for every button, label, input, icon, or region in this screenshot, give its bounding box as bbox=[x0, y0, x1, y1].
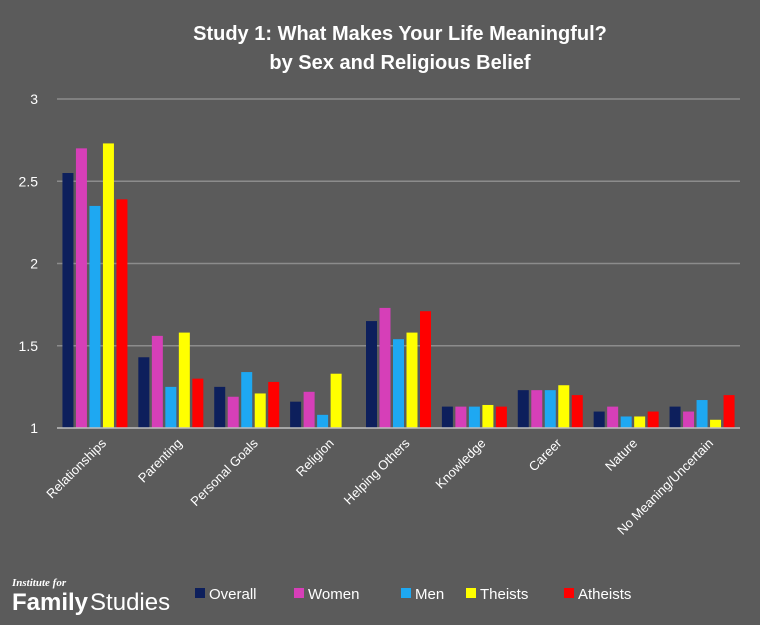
bar-theists bbox=[482, 404, 494, 428]
bar-men bbox=[393, 339, 404, 428]
bar-overall bbox=[290, 401, 302, 428]
bar-atheists bbox=[192, 378, 204, 428]
bar-women bbox=[379, 307, 391, 428]
category-label: Personal Goals bbox=[187, 435, 261, 509]
y-tick-label: 1.5 bbox=[19, 338, 39, 354]
bar-men bbox=[468, 406, 480, 428]
legend-label: Atheists bbox=[578, 586, 631, 603]
bar-men bbox=[165, 386, 177, 428]
category-label: Helping Others bbox=[341, 435, 413, 507]
bar-overall bbox=[366, 321, 377, 428]
bar-theists bbox=[102, 143, 114, 429]
bars bbox=[62, 143, 735, 429]
category-label: Religion bbox=[293, 436, 337, 480]
bar-atheists bbox=[647, 411, 659, 428]
bar-women bbox=[75, 148, 87, 428]
category-label: Career bbox=[526, 435, 565, 474]
bar-overall bbox=[441, 406, 453, 428]
bar-theists bbox=[330, 373, 342, 428]
legend-label: Theists bbox=[480, 586, 528, 603]
bar-theists bbox=[178, 332, 190, 428]
bar-theists bbox=[254, 393, 266, 428]
category-label: Knowledge bbox=[432, 436, 488, 492]
legend-swatch-theists bbox=[466, 588, 476, 598]
bar-theists bbox=[634, 416, 646, 428]
bar-overall bbox=[62, 173, 74, 428]
legend-label: Overall bbox=[209, 586, 257, 603]
category-label: Parenting bbox=[135, 436, 185, 486]
bar-men bbox=[620, 416, 632, 428]
bar-women bbox=[683, 411, 695, 428]
bar-women bbox=[303, 391, 315, 428]
bar-atheists bbox=[495, 406, 507, 428]
bar-theists bbox=[406, 332, 418, 428]
bar-overall bbox=[593, 411, 605, 428]
bar-atheists bbox=[723, 395, 735, 428]
legend-swatch-men bbox=[401, 588, 411, 598]
bar-women bbox=[607, 406, 619, 428]
bar-overall bbox=[138, 357, 150, 428]
y-axis-ticks: 3 2.5 2 1.5 1 bbox=[19, 91, 39, 436]
logo-word-bold: Family bbox=[12, 589, 89, 616]
bar-men bbox=[241, 372, 253, 428]
gridlines bbox=[57, 98, 740, 347]
chart-subtitle: by Sex and Religious Belief bbox=[269, 52, 531, 74]
bar-atheists bbox=[420, 311, 431, 428]
category-labels: Relationships Parenting Personal Goals Reli… bbox=[43, 435, 716, 538]
bar-atheists bbox=[268, 381, 280, 428]
legend-swatch-overall bbox=[195, 588, 205, 598]
y-tick-label: 1 bbox=[30, 420, 38, 436]
institute-logo: Institute for Family Studies bbox=[12, 578, 170, 617]
bar-women bbox=[227, 396, 239, 428]
bar-atheists bbox=[571, 395, 583, 428]
legend-swatch-women bbox=[294, 588, 304, 598]
logo-small-text: Institute for bbox=[12, 577, 67, 589]
bar-atheists bbox=[116, 199, 128, 428]
logo-word-regular: Studies bbox=[90, 589, 171, 616]
y-tick-label: 3 bbox=[30, 91, 38, 107]
bar-women bbox=[531, 390, 543, 428]
y-tick-label: 2.5 bbox=[19, 173, 39, 189]
chart-title: Study 1: What Makes Your Life Meaningful… bbox=[193, 23, 607, 45]
bar-men bbox=[317, 414, 329, 428]
bar-overall bbox=[214, 386, 226, 428]
bar-men bbox=[89, 205, 101, 428]
legend-label: Men bbox=[415, 586, 444, 603]
bar-theists bbox=[558, 385, 570, 428]
legend-label: Women bbox=[308, 586, 359, 603]
legend: Overall Women Men Theists Atheists bbox=[195, 586, 631, 603]
legend-swatch-atheists bbox=[564, 588, 574, 598]
bar-overall bbox=[517, 390, 529, 428]
category-label: Nature bbox=[602, 436, 640, 474]
bar-men bbox=[544, 390, 556, 428]
bar-overall bbox=[669, 406, 681, 428]
logo-name: Family Studies bbox=[12, 589, 170, 617]
bar-women bbox=[151, 335, 163, 428]
bar-men bbox=[696, 400, 708, 428]
category-label: Relationships bbox=[43, 435, 109, 501]
bar-women bbox=[455, 406, 467, 428]
y-tick-label: 2 bbox=[30, 256, 38, 272]
bar-theists bbox=[710, 419, 722, 428]
